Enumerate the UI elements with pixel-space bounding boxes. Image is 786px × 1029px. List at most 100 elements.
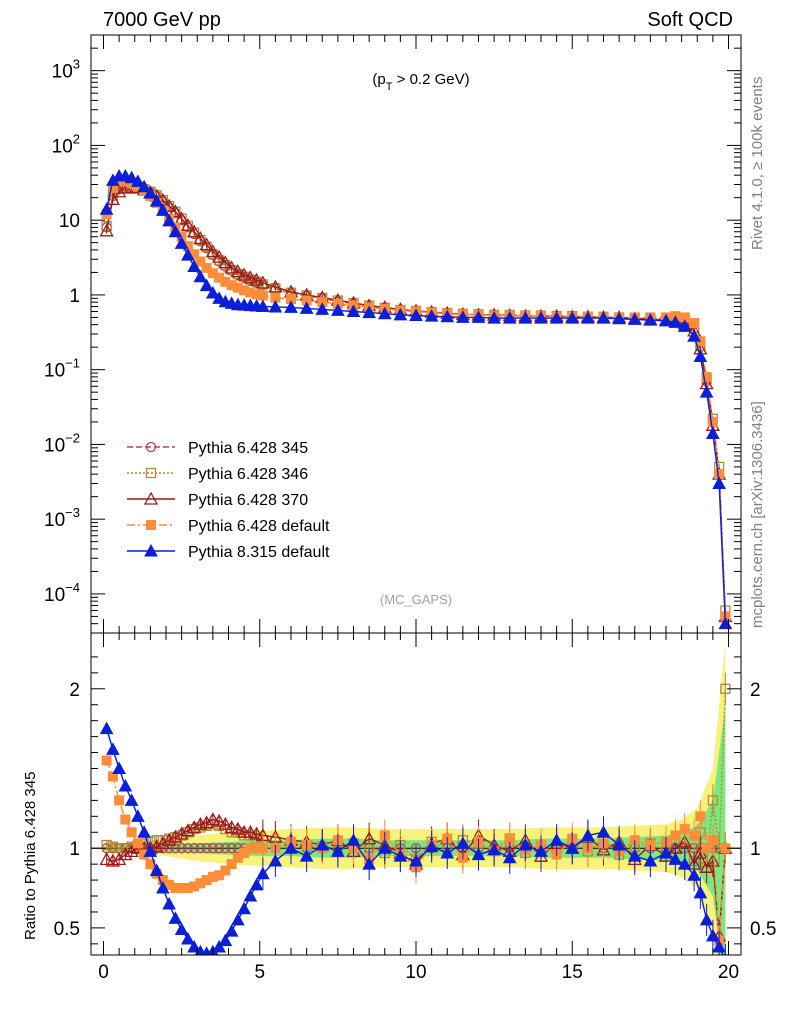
- data-point-p8: [99, 202, 114, 215]
- data-point-p370: [249, 272, 264, 286]
- data-point-p8: [502, 311, 517, 324]
- ratio-point-p370: [218, 816, 233, 830]
- data-point-p8: [393, 307, 408, 321]
- ratio-point-p370: [224, 820, 239, 834]
- ratio-point-p346: [107, 841, 119, 852]
- ratio-point-p370: [243, 824, 258, 838]
- data-point-p8: [534, 311, 548, 324]
- ratio-point-p8: [124, 793, 139, 806]
- ratio-point-p8: [518, 837, 533, 851]
- ratio-point-p345: [213, 843, 225, 854]
- ratio-point-p346: [101, 839, 112, 851]
- header-category: Soft QCD: [647, 9, 733, 31]
- ratio-point-p8: [712, 939, 726, 953]
- data-point-pdef: [707, 416, 718, 427]
- legend: Pythia 6.428 345 Pythia 6.428 346 Pythia 6…: [127, 440, 330, 561]
- data-point-p370: [174, 211, 189, 225]
- data-point-p370: [199, 237, 214, 251]
- data-point-p8: [699, 385, 714, 398]
- data-point-p8: [284, 300, 298, 313]
- ratio-point-p8: [471, 847, 486, 861]
- legend-marker-p346: [145, 467, 157, 479]
- ratio-x-tick-label: 5: [254, 962, 265, 983]
- data-point-pdef: [195, 256, 206, 267]
- ratio-point-p8: [162, 896, 176, 910]
- ratio-y-tick-label-right: 0.5: [750, 919, 776, 940]
- ratio-point-p370: [162, 832, 177, 846]
- data-point-p370: [187, 224, 202, 238]
- ratio-y-tick-label: 2: [69, 680, 80, 701]
- ratio-point-p8: [256, 866, 270, 880]
- ratio-point-p370: [99, 851, 114, 866]
- data-point-p8: [131, 174, 145, 187]
- ratio-x-tick-label: 0: [98, 962, 109, 983]
- legend-label-p345: Pythia 6.428 345: [188, 440, 308, 457]
- data-point-p8: [199, 278, 214, 292]
- data-point-p370: [224, 260, 239, 274]
- data-point-p8: [193, 269, 208, 283]
- data-point-p370: [218, 255, 233, 269]
- ratio-point-p8: [299, 849, 314, 862]
- legend-marker-p345: [145, 441, 157, 453]
- ratio-point-p370: [205, 812, 220, 826]
- ratio-point-p8: [627, 849, 642, 862]
- ratio-point-pdef: [114, 795, 125, 806]
- ratio-point-p8: [224, 924, 239, 937]
- data-point-p8: [518, 311, 533, 324]
- main-panel-series: [99, 168, 733, 630]
- ratio-point-p8: [687, 868, 701, 881]
- ratio-series-p8: [99, 721, 727, 955]
- data-point-p8: [456, 310, 470, 323]
- data-point-p8: [627, 312, 642, 325]
- cut-annotation: (pT > 0.2 GeV): [372, 71, 469, 93]
- data-point-p370: [105, 191, 120, 205]
- data-point-p8: [409, 308, 423, 322]
- analysis-watermark: (MC_GAPS): [380, 592, 452, 607]
- ratio-y-tick-label: 0.5: [54, 919, 80, 940]
- ratio-point-p345: [195, 843, 206, 854]
- data-point-p370: [237, 267, 252, 281]
- ratio-point-p8: [268, 853, 283, 867]
- legend-label-p370: Pythia 6.428 370: [188, 492, 308, 509]
- data-point-p8: [659, 313, 673, 327]
- ratio-x-tick-label: 15: [562, 962, 583, 983]
- ratio-point-pdef: [689, 830, 700, 841]
- rivet-version-label: Rivet 4.1.0, ≥ 100k events: [749, 77, 766, 250]
- data-point-pdef: [701, 371, 712, 382]
- data-point-p8: [693, 349, 708, 363]
- data-point-p8: [643, 313, 658, 326]
- ratio-point-p8: [706, 928, 720, 942]
- data-point-p8: [315, 302, 330, 315]
- data-point-p8: [424, 309, 439, 322]
- header-energy: 7000 GeV pp: [103, 9, 221, 31]
- ratio-point-p345: [220, 843, 231, 854]
- ratio-point-pdef: [226, 859, 237, 870]
- ratio-point-p345: [176, 843, 187, 854]
- ratio-point-p8: [362, 857, 376, 870]
- ratio-y-tick-label-right: 1: [750, 839, 761, 860]
- ratio-point-p370: [187, 820, 202, 834]
- ratio-point-p370: [699, 859, 714, 873]
- data-point-p8: [162, 213, 176, 227]
- ratio-point-p8: [237, 901, 251, 915]
- data-point-p8: [487, 311, 501, 324]
- ratio-point-p370: [112, 851, 127, 866]
- ratio-point-pdef: [257, 843, 268, 854]
- ratio-point-p8: [643, 853, 658, 867]
- ratio-point-p8: [331, 844, 345, 857]
- data-point-p8: [137, 179, 151, 193]
- ratio-point-pdef: [120, 814, 131, 825]
- ratio-point-pdef: [126, 827, 137, 838]
- ratio-point-p370: [677, 834, 692, 848]
- ratio-point-p8: [106, 742, 120, 755]
- ratio-point-p345: [182, 843, 194, 854]
- data-point-p8: [565, 311, 580, 324]
- ratio-point-p8: [677, 857, 692, 870]
- ratio-panel-frame: [90, 632, 742, 956]
- ratio-x-tick-label: 20: [718, 962, 739, 983]
- ratio-point-p8: [502, 850, 517, 864]
- data-point-p8: [124, 170, 139, 184]
- ratio-point-p370: [118, 847, 133, 861]
- ratio-point-p8: [284, 841, 298, 854]
- ratio-point-pdef: [679, 824, 690, 835]
